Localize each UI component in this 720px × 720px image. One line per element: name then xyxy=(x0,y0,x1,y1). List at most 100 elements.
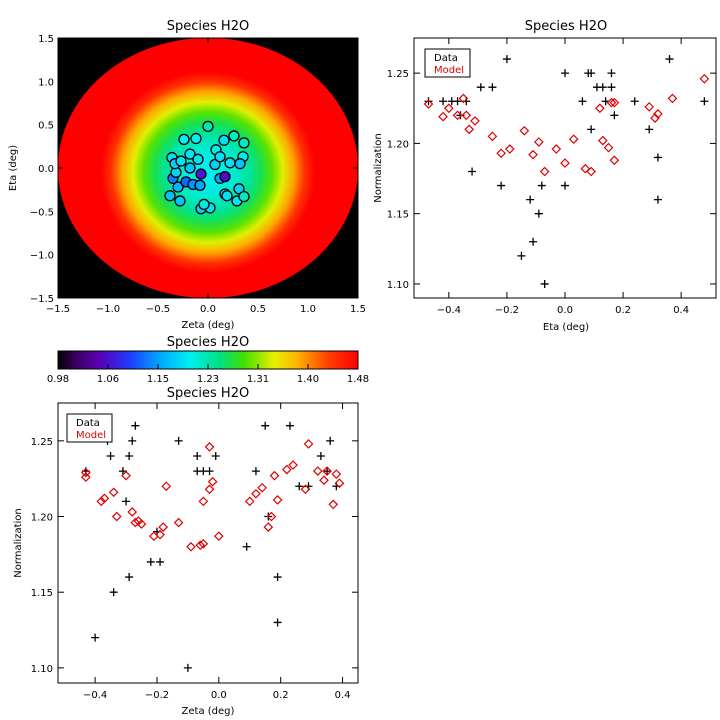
heatmap-ytick-label: −1.5 xyxy=(30,294,54,305)
eta-scatter-marks xyxy=(423,55,710,288)
colorbar-tick-label: 1.06 xyxy=(97,374,119,385)
eta-ytick-label: 1.25 xyxy=(387,69,409,80)
eta-xtick-label: 0.0 xyxy=(557,305,573,316)
eta-model-point xyxy=(551,144,562,154)
eta-model-point xyxy=(560,158,570,168)
zeta-model-point xyxy=(269,470,280,481)
eta-data-point xyxy=(587,69,596,78)
zeta-model-point xyxy=(319,475,329,486)
colorbar-panel: Species H2O 0.98 1.06 1.15 1.23 1.31 1.40 1.48 xyxy=(47,335,369,385)
heatmap-xtick-label: 1.0 xyxy=(300,304,316,315)
zeta-data-point xyxy=(128,436,137,445)
zeta-model-point xyxy=(263,522,274,532)
eta-data-point xyxy=(607,69,616,78)
heatmap-point xyxy=(174,195,186,207)
zeta-model-point xyxy=(266,511,277,522)
eta-model-point xyxy=(519,125,530,136)
zeta-data-point xyxy=(323,467,332,476)
eta-model-point xyxy=(594,103,605,114)
heatmap-point xyxy=(202,120,214,133)
heatmap-point xyxy=(190,132,202,145)
zeta-model-point xyxy=(198,538,209,549)
heatmap-ytick-label: 1.0 xyxy=(38,77,54,88)
eta-scatter-xticks: −0.4 −0.2 0.0 0.2 0.4 xyxy=(437,38,689,316)
eta-legend-data: Data xyxy=(434,53,458,64)
zeta-data-point xyxy=(131,421,140,430)
eta-model-point xyxy=(606,97,617,108)
heatmap-ytick-label: −0.5 xyxy=(30,207,54,218)
eta-data-point xyxy=(497,181,506,190)
zeta-model-point xyxy=(213,531,224,542)
eta-model-point xyxy=(458,93,469,104)
zeta-xtick-label: 0.2 xyxy=(273,690,289,701)
eta-model-point xyxy=(644,102,655,112)
heatmap-point xyxy=(192,153,204,165)
zeta-data-point xyxy=(106,451,115,460)
zeta-model-point xyxy=(312,466,323,476)
zeta-legend-model: Model xyxy=(76,430,106,441)
heatmap-yticks: −1.5 −1.0 −0.5 0.0 0.5 1.0 1.5 xyxy=(30,34,358,305)
zeta-model-point xyxy=(80,472,91,483)
zeta-model-point xyxy=(204,442,215,452)
zeta-model-point xyxy=(173,517,184,528)
eta-ytick-label: 1.10 xyxy=(387,280,409,291)
zeta-data-point xyxy=(174,436,183,445)
zeta-data-point xyxy=(146,557,155,566)
eta-model-point xyxy=(568,134,579,145)
zeta-model-point xyxy=(251,488,261,499)
eta-model-point xyxy=(667,93,678,104)
zeta-model-point xyxy=(108,487,119,498)
heatmap-ytick-label: 0.5 xyxy=(38,121,54,132)
eta-model-point xyxy=(438,111,448,122)
eta-scatter-title: Species H2O xyxy=(525,19,607,34)
zeta-scatter-xlabel: Zeta (deg) xyxy=(182,706,235,717)
eta-data-point xyxy=(529,237,538,246)
heatmap-ytick-label: 0.0 xyxy=(38,164,54,175)
zeta-scatter-panel: Species H2O −0.4 −0.2 0.0 0.2 0.4 1.101.151.… xyxy=(13,386,359,717)
zeta-data-point xyxy=(125,573,134,582)
zeta-model-point xyxy=(331,469,342,479)
eta-data-point xyxy=(476,83,485,92)
zeta-model-point xyxy=(127,507,138,517)
zeta-model-point xyxy=(96,496,107,507)
zeta-xtick-label: 0.0 xyxy=(211,690,227,701)
eta-model-point xyxy=(609,97,620,108)
eta-data-point xyxy=(534,209,543,218)
zeta-scatter-ylabel: Normalization xyxy=(13,508,24,578)
zeta-model-point xyxy=(158,522,169,532)
eta-data-point xyxy=(561,181,569,190)
zeta-ytick-label: 1.20 xyxy=(31,513,53,524)
eta-model-point xyxy=(586,166,596,177)
eta-xtick-label: −0.4 xyxy=(437,305,461,316)
heatmap-point xyxy=(184,148,196,160)
zeta-model-point xyxy=(334,478,345,489)
heatmap-ytick-label: −1.0 xyxy=(30,251,54,262)
eta-data-point xyxy=(645,125,654,134)
zeta-model-point xyxy=(99,493,110,504)
eta-scatter-xlabel: Eta (deg) xyxy=(543,322,589,333)
zeta-data-point xyxy=(242,542,251,551)
zeta-data-point xyxy=(125,451,134,460)
heatmap-title: Species H2O xyxy=(167,19,249,34)
zeta-xtick-label: 0.4 xyxy=(335,690,351,701)
zeta-model-point xyxy=(186,541,196,552)
zeta-model-point xyxy=(303,439,314,449)
zeta-scatter-frame xyxy=(57,402,359,684)
zeta-legend-box xyxy=(66,413,113,443)
heatmap-ytick-label: 1.5 xyxy=(38,34,54,45)
zeta-model-point xyxy=(282,464,292,475)
eta-data-point xyxy=(537,181,546,190)
eta-legend-model: Model xyxy=(434,65,464,76)
eta-model-point xyxy=(534,137,544,147)
heatmap-xtick-label: 0.0 xyxy=(200,304,216,315)
heatmap-point xyxy=(238,137,250,149)
zeta-data-point xyxy=(295,482,304,491)
zeta-model-point xyxy=(257,482,267,493)
eta-model-point xyxy=(496,148,506,159)
colorbar-title: Species H2O xyxy=(167,335,249,350)
heatmap-point xyxy=(238,190,250,203)
eta-model-point xyxy=(650,113,660,123)
eta-data-point xyxy=(665,55,674,64)
heatmap-point xyxy=(175,155,187,167)
eta-model-point xyxy=(580,163,591,174)
